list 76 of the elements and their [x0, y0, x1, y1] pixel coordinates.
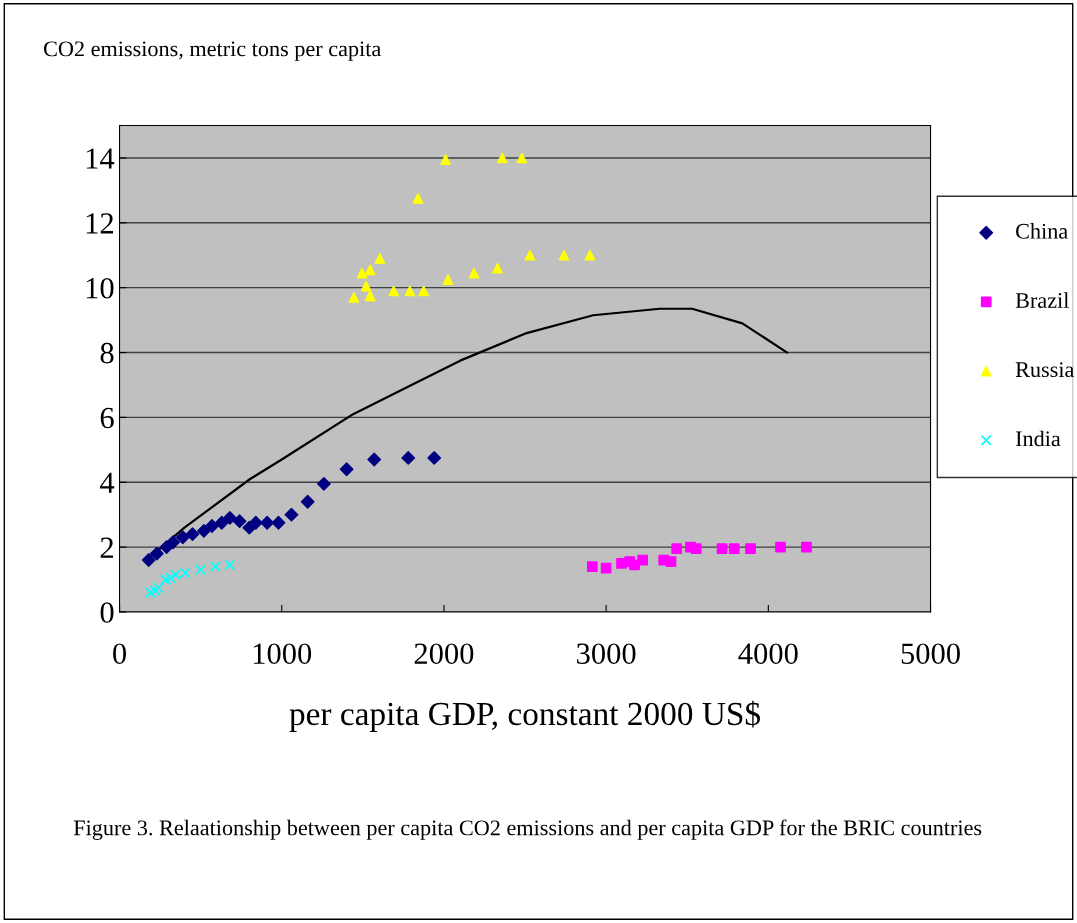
y-axis-title: CO2 emissions, metric tons per capita	[43, 41, 381, 61]
point	[360, 280, 372, 292]
x-tick-label: 4000	[738, 643, 798, 665]
point	[364, 290, 376, 302]
point	[165, 572, 177, 584]
point	[637, 554, 648, 566]
y-tick-label: 2	[100, 537, 113, 558]
point	[442, 274, 454, 285]
point	[671, 543, 683, 555]
point	[584, 249, 596, 261]
point	[300, 494, 315, 509]
point	[524, 249, 536, 261]
point	[339, 462, 354, 477]
point	[248, 515, 263, 530]
point	[205, 519, 219, 533]
point	[196, 523, 211, 538]
point	[209, 561, 221, 573]
point	[558, 249, 570, 261]
point	[401, 451, 416, 465]
point	[195, 564, 207, 576]
y-tick-label: 4	[100, 472, 115, 493]
point	[175, 530, 190, 545]
point	[166, 535, 180, 550]
point	[440, 154, 451, 165]
y-tick-label: 14	[86, 148, 115, 169]
point	[356, 267, 368, 279]
legend-label: India	[1015, 430, 1061, 447]
point	[141, 553, 156, 567]
point	[600, 562, 612, 574]
y-tick-label: 6	[100, 407, 114, 429]
point	[516, 152, 528, 164]
point	[418, 285, 430, 297]
point	[492, 262, 503, 274]
x-tick-label: 3000	[577, 643, 636, 665]
point	[374, 253, 386, 264]
point	[224, 559, 236, 571]
point	[364, 264, 376, 276]
point	[260, 515, 275, 530]
x-tick-label: 1000	[253, 643, 312, 665]
legend-label: China	[1016, 223, 1068, 239]
y-tick-label: 8	[100, 342, 114, 364]
y-tick-label: 10	[86, 277, 114, 299]
point	[232, 514, 247, 529]
y-tick-label: 0	[100, 602, 114, 623]
point	[348, 292, 360, 303]
point	[801, 541, 812, 553]
x-tick-label: 2000	[414, 643, 474, 665]
point	[586, 561, 598, 572]
point	[728, 543, 740, 555]
y-tick-label: 12	[86, 213, 113, 234]
point	[468, 267, 480, 279]
point	[388, 285, 400, 297]
point	[404, 285, 416, 297]
point	[214, 515, 229, 530]
caption: Figure 3. Relaationship between per capita CO2 emissions and per capita GDP for the BRIC countries	[73, 819, 982, 840]
point	[317, 476, 331, 491]
point	[427, 451, 442, 465]
point	[367, 452, 382, 467]
legend-label: Brazil	[1015, 292, 1069, 308]
point	[496, 152, 508, 164]
point	[149, 546, 164, 561]
x-axis-title: per capita GDP, constant 2000 US$	[289, 700, 761, 732]
x-tick-label: 5000	[901, 643, 960, 665]
point	[665, 556, 677, 568]
point	[144, 586, 156, 598]
point	[222, 511, 237, 525]
legend-label: Russia	[1015, 362, 1075, 378]
point	[745, 543, 756, 555]
point	[690, 543, 702, 555]
point	[716, 543, 728, 555]
point	[775, 541, 786, 553]
point	[185, 527, 200, 542]
point	[271, 515, 286, 530]
point	[412, 193, 424, 204]
point	[284, 507, 299, 522]
point	[160, 574, 172, 586]
